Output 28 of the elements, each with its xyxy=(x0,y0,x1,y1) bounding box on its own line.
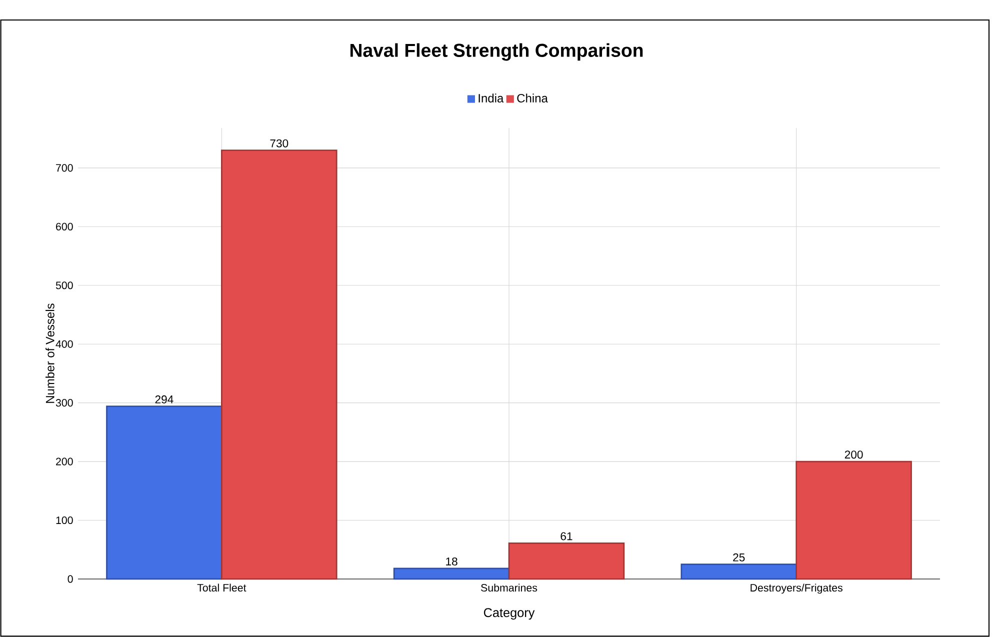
legend-label: India xyxy=(478,94,504,102)
data-label: 730 xyxy=(270,139,288,148)
x-tick-label: Submarines xyxy=(481,584,538,592)
x-tick-label: Destroyers/Frigates xyxy=(750,584,842,594)
x-axis-title: Category xyxy=(484,608,535,620)
x-tick-label: Total Fleet xyxy=(197,584,246,592)
bar xyxy=(221,150,338,580)
data-label: 18 xyxy=(446,557,458,566)
y-tick-label: 300 xyxy=(56,399,73,407)
bar xyxy=(796,460,912,580)
y-axis-title: Number of Vessels xyxy=(46,304,54,403)
y-tick-label: 200 xyxy=(56,458,73,466)
y-tick-label: 500 xyxy=(56,282,73,290)
y-tick-label: 100 xyxy=(56,516,73,524)
y-tick-label: 0 xyxy=(68,575,73,583)
bar xyxy=(106,406,222,580)
data-label: 200 xyxy=(844,450,863,459)
y-tick-label: 400 xyxy=(56,340,73,348)
bar xyxy=(508,542,625,580)
bar xyxy=(393,568,510,580)
data-label: 294 xyxy=(155,395,174,404)
y-tick-label: 700 xyxy=(56,164,73,172)
chart-title: Naval Fleet Strength Comparison xyxy=(350,43,643,61)
y-tick-label: 600 xyxy=(56,222,73,230)
data-label: 61 xyxy=(560,532,572,540)
bar xyxy=(680,564,798,580)
legend-label: China xyxy=(517,94,548,102)
data-label: 25 xyxy=(733,553,745,562)
